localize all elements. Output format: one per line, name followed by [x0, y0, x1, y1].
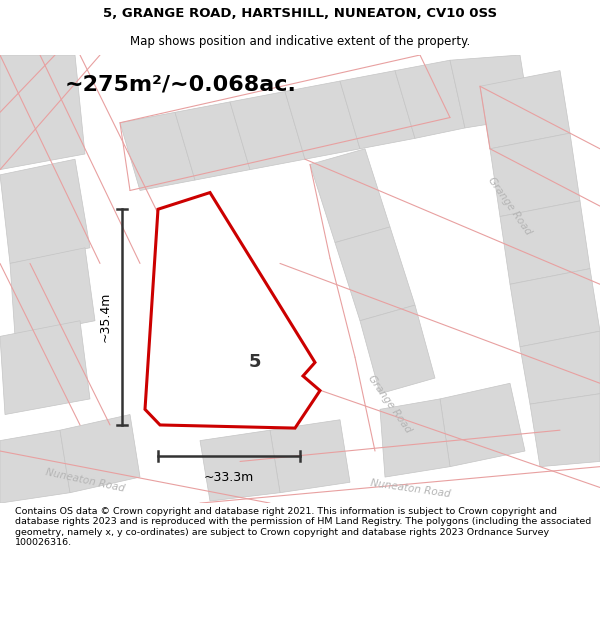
Text: Nuneaton Road: Nuneaton Road: [370, 478, 451, 499]
Polygon shape: [335, 227, 415, 321]
Polygon shape: [270, 420, 350, 492]
Text: Map shows position and indicative extent of the property.: Map shows position and indicative extent…: [130, 35, 470, 48]
Polygon shape: [530, 394, 600, 467]
Text: ~275m²/~0.068ac.: ~275m²/~0.068ac.: [65, 74, 297, 94]
Polygon shape: [0, 321, 90, 414]
Polygon shape: [440, 383, 525, 467]
Polygon shape: [490, 133, 580, 216]
Polygon shape: [480, 71, 570, 149]
Polygon shape: [310, 149, 390, 242]
Polygon shape: [145, 192, 320, 428]
Polygon shape: [0, 430, 70, 503]
Polygon shape: [360, 305, 435, 394]
Polygon shape: [175, 102, 250, 180]
Polygon shape: [230, 91, 305, 169]
Polygon shape: [285, 81, 360, 159]
Polygon shape: [60, 414, 140, 492]
Polygon shape: [500, 201, 590, 284]
Text: Contains OS data © Crown copyright and database right 2021. This information is : Contains OS data © Crown copyright and d…: [15, 507, 591, 547]
Text: 5: 5: [249, 353, 261, 371]
Polygon shape: [10, 248, 95, 336]
Polygon shape: [340, 71, 415, 149]
Polygon shape: [520, 331, 600, 404]
Text: ~33.3m: ~33.3m: [204, 471, 254, 484]
Polygon shape: [380, 399, 450, 477]
Polygon shape: [395, 60, 465, 138]
Text: Grange Road: Grange Road: [367, 373, 413, 435]
Polygon shape: [120, 112, 195, 191]
Polygon shape: [510, 269, 600, 347]
Polygon shape: [0, 55, 85, 169]
Text: Nuneaton Road: Nuneaton Road: [44, 467, 125, 494]
Text: ~35.4m: ~35.4m: [99, 292, 112, 342]
Text: Grange Road: Grange Road: [487, 176, 533, 237]
Polygon shape: [0, 159, 90, 263]
Polygon shape: [450, 55, 530, 128]
Polygon shape: [200, 430, 280, 501]
Text: 5, GRANGE ROAD, HARTSHILL, NUNEATON, CV10 0SS: 5, GRANGE ROAD, HARTSHILL, NUNEATON, CV1…: [103, 8, 497, 20]
